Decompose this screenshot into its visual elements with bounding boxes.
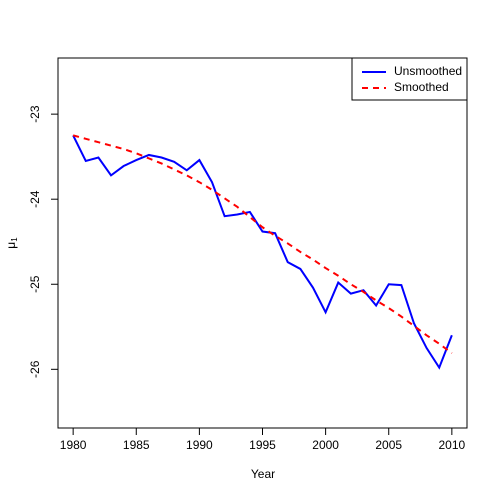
x-tick-label: 1980 — [60, 438, 87, 452]
plot-frame — [57, 57, 468, 429]
x-tick-label: 1985 — [123, 438, 150, 452]
series-line — [72, 134, 453, 354]
x-axis-label: Year — [251, 467, 275, 481]
x-tick-label: 2000 — [312, 438, 339, 452]
y-tick-label: -26 — [28, 360, 42, 378]
y-axis-label-sub: 1 — [10, 237, 19, 242]
x-tick-label: 1990 — [186, 438, 213, 452]
legend-box — [351, 57, 468, 101]
y-tick-label: -25 — [28, 275, 42, 293]
y-axis-label-main: μ — [4, 242, 18, 249]
x-tick-label: 2005 — [375, 438, 402, 452]
series-line — [72, 134, 453, 370]
legend-label: Smoothed — [394, 80, 449, 94]
x-tick-label: 2010 — [439, 438, 466, 452]
y-tick-label: -23 — [28, 105, 42, 123]
legend-label: Unsmoothed — [394, 64, 462, 78]
y-tick-label: -24 — [28, 190, 42, 208]
x-tick-label: 1995 — [249, 438, 276, 452]
y-axis-label: μ1 — [4, 237, 19, 249]
